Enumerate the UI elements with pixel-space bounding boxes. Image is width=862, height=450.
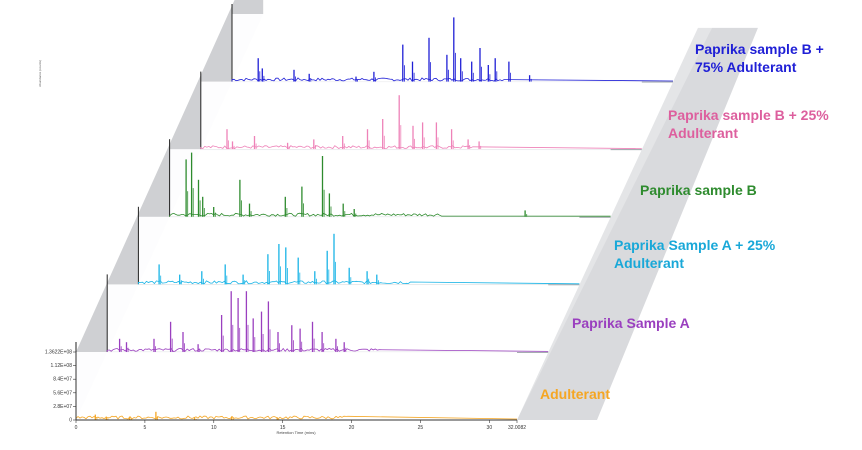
y-tick-label: 2.8E+07 [53,404,72,410]
y-tick-label: 5.6E+07 [53,390,72,396]
baseline-trace [138,280,580,285]
right-floor [517,27,758,420]
series-5 [75,342,518,421]
y-axis-title: Abundance (counts) [38,60,42,87]
x-tick-label: 0 [75,425,78,431]
series-label: Paprika Sample A [572,315,690,331]
series-label: Paprika sample B + 75% Adulterant [695,41,824,75]
baseline-trace [200,145,642,150]
x-tick-label: 10 [211,425,217,431]
series-panel [138,216,580,285]
series-panel [107,284,549,353]
series-panel [169,149,611,218]
baseline-trace [75,415,518,420]
series-4 [106,274,549,353]
y-tick-label: 8.4E+07 [53,377,72,383]
y-tick-label: 1.3622E+08 [45,350,72,356]
series-0 [231,4,674,83]
x-tick-label: 15 [280,425,286,431]
baseline-trace [231,77,674,82]
y-tick-label: 0 [69,418,72,424]
series-label: Adulterant [540,386,610,402]
x-tick-label: 30 [487,425,493,431]
series-label: Paprika sample B + 25% Adulterant [668,107,829,141]
series-panel [76,352,517,420]
x-tick-label: 20 [349,425,355,431]
x-tick-label: 5 [143,425,146,431]
series-panel [232,14,673,82]
baseline-trace [106,347,549,353]
x-tick-label: 32.0082 [508,425,526,431]
series-2 [169,139,611,218]
series-3 [137,206,580,286]
series-label: Paprika sample B [640,182,757,198]
x-axis-title: Retention Time (mins) [276,430,316,435]
series-label: Paprika Sample A + 25% Adulterant [614,237,776,271]
y-tick-label: 1.12E+08 [50,363,72,369]
x-tick-label: 25 [418,425,424,431]
series-traces [75,4,674,421]
series-1 [200,71,642,151]
series-panel [200,81,642,150]
front-axes: Abundance (counts) Retention Time (mins)… [38,60,526,435]
